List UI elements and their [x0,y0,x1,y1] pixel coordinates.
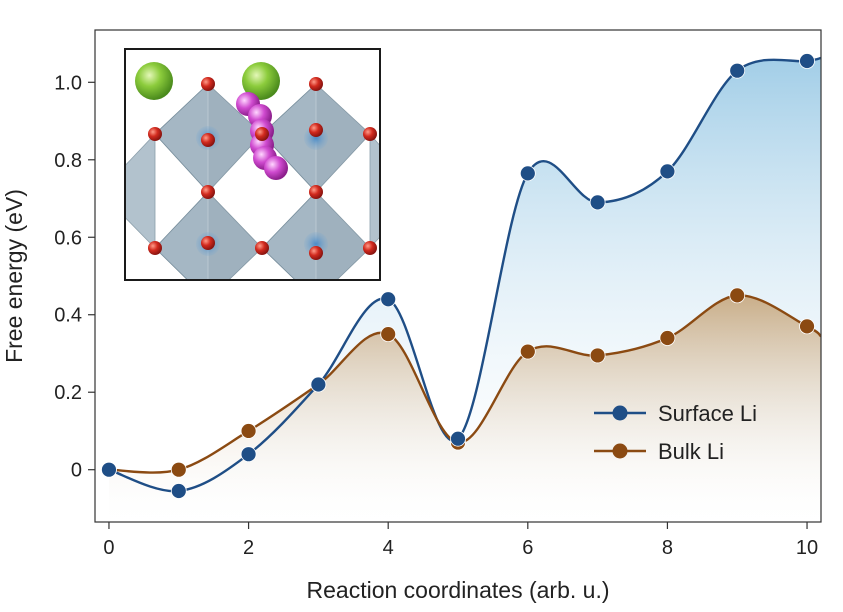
legend: Surface Li Bulk Li [594,401,757,464]
legend-label: Bulk Li [658,439,724,464]
y-tick-label: 0.6 [54,227,82,249]
data-point-surface-li [519,165,536,182]
y-axis-label: Free energy (eV) [1,189,27,363]
data-point-surface-li [170,483,187,499]
data-point-surface-li [101,461,117,478]
y-tick-label: 1.0 [54,72,82,94]
data-point-bulk-li [380,326,397,343]
data-point-bulk-li [170,461,187,478]
data-point-surface-li [380,291,397,308]
y-axis-ticks: 0 0.2 0.4 0.6 0.8 1.0 [54,72,95,482]
x-tick-label: 2 [243,537,254,559]
legend-swatch-marker [612,405,628,421]
crystal-structure-inset [124,48,381,281]
x-tick-label: 8 [662,537,673,559]
y-tick-label: 0 [71,460,82,482]
data-point-surface-li [729,62,746,79]
y-tick-label: 0.4 [54,305,82,327]
data-point-surface-li [589,194,606,211]
y-tick-label: 0.2 [54,382,82,404]
x-tick-label: 6 [522,537,533,559]
area-fill-bulk-li [108,295,821,522]
legend-swatch-marker [612,443,628,459]
data-points [101,53,815,499]
legend-label: Surface Li [658,401,757,426]
x-axis-ticks: 0 2 4 6 8 10 [103,522,818,559]
data-point-bulk-li [729,287,746,304]
data-point-surface-li [310,376,327,393]
data-point-surface-li [450,430,466,447]
green-atoms [135,62,280,100]
data-point-bulk-li [659,330,676,346]
red-atoms [148,77,377,260]
data-point-surface-li [659,163,676,180]
magenta-atoms [236,92,288,180]
y-tick-label: 0.8 [54,150,82,172]
data-point-surface-li [240,446,257,463]
x-tick-label: 0 [103,537,114,559]
data-point-surface-li [799,53,815,69]
data-point-bulk-li [799,318,815,335]
data-point-bulk-li [589,347,606,364]
x-axis-label: Reaction coordinates (arb. u.) [307,577,610,603]
data-point-bulk-li [519,343,536,360]
plot-frame [94,29,822,523]
area-fills [108,57,821,522]
x-tick-label: 4 [383,537,394,559]
data-point-bulk-li [240,423,257,439]
x-tick-label: 10 [796,537,818,559]
